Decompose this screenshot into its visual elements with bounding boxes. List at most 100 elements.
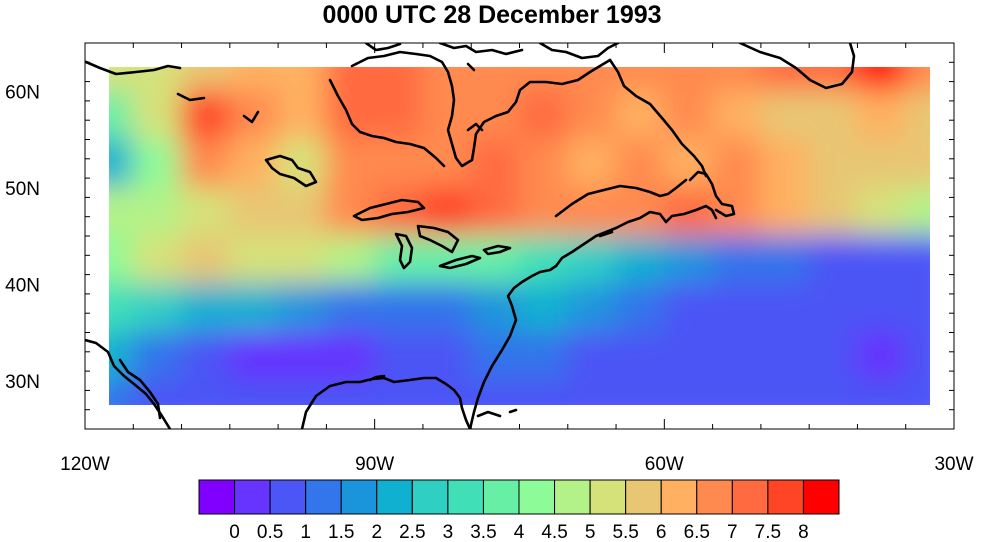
colorbar-label: 4 — [514, 522, 525, 542]
colorbar-label: 8 — [798, 522, 809, 542]
field-cell — [711, 138, 762, 189]
field-cell — [470, 235, 521, 286]
coastline-newfoundland — [688, 170, 736, 218]
lat-tick-label: 40N — [5, 275, 40, 296]
coastline-lake-winnipeg — [264, 154, 318, 188]
field-cell — [518, 283, 569, 334]
field-cell — [109, 67, 135, 93]
field-cell — [566, 283, 618, 334]
coastline-atlantic — [468, 264, 558, 429]
colorbar-label: 3.5 — [470, 522, 496, 542]
field-cell — [856, 331, 907, 382]
field-cell — [277, 186, 328, 237]
field-cell — [711, 283, 762, 334]
coastline-baja — [118, 358, 162, 420]
colorbar: 0 0.5 1 1.5 2 2.5 3 3.5 4 4.5 5 5.5 6 6.5 7 7.5 8 — [198, 479, 840, 542]
field-cell — [566, 67, 618, 93]
field-cell — [808, 283, 859, 334]
field-cell — [663, 379, 714, 405]
colorbar-label: 6 — [656, 522, 667, 542]
field-cell — [109, 283, 135, 334]
colorbar-swatch — [767, 479, 804, 515]
field-cell — [904, 235, 930, 286]
field-cell — [470, 138, 521, 189]
field-cell — [180, 138, 231, 189]
colorbar-label: 0 — [229, 522, 240, 542]
field-cell — [421, 90, 473, 141]
colorbar-swatch — [589, 479, 627, 515]
field-cell — [856, 138, 907, 189]
field-cell — [663, 235, 714, 286]
colorbar-label: 6.5 — [684, 522, 710, 542]
field-cell — [566, 379, 618, 405]
field-cell — [228, 331, 280, 382]
colorbar-label: 2 — [371, 522, 382, 542]
coastline-mississippi-delta — [368, 374, 386, 382]
field-cell — [325, 90, 376, 141]
field-cell — [228, 235, 280, 286]
field-cell — [808, 235, 859, 286]
coastline-new-england — [554, 210, 668, 268]
field-cell — [759, 331, 811, 382]
lon-tick-label: 30W — [934, 454, 973, 475]
field-cell — [228, 67, 280, 93]
field-cell — [277, 138, 328, 189]
field-cell — [904, 379, 930, 405]
coastline-island-1 — [466, 122, 484, 132]
field-cell — [663, 331, 714, 382]
field-cell — [180, 235, 231, 286]
field-cell — [615, 67, 666, 93]
field-cell — [109, 186, 135, 237]
colorbar-swatch — [234, 479, 271, 515]
coastline-bc — [85, 60, 182, 76]
field-cell — [759, 90, 811, 141]
field-cell — [325, 235, 376, 286]
field-cell — [615, 283, 666, 334]
coastline-st-lawrence — [554, 178, 688, 218]
field-cell — [228, 90, 280, 141]
field-cell — [711, 379, 762, 405]
field-cell — [228, 138, 280, 189]
field-cell — [277, 67, 328, 93]
great-lake-erie — [438, 254, 482, 270]
colorbar-swatch — [305, 479, 342, 515]
colorbar-swatch — [198, 479, 236, 515]
field-cell — [808, 186, 859, 237]
colorbar-swatch — [802, 479, 840, 515]
field-cell — [180, 379, 231, 405]
field-cell — [373, 379, 424, 405]
field-cell — [180, 331, 231, 382]
great-lake-michigan — [394, 232, 414, 270]
field-cell — [325, 331, 376, 382]
colorbar-label: 5.5 — [612, 522, 638, 542]
field-cell — [373, 331, 424, 382]
lat-tick-label: 30N — [5, 372, 40, 393]
field-cell — [325, 186, 376, 237]
colorbar-swatch — [696, 479, 733, 515]
field-cell — [228, 379, 280, 405]
field-cell — [277, 235, 328, 286]
field-cell — [132, 283, 183, 334]
coastline-gulf — [300, 376, 472, 429]
colorbar-swatch — [554, 479, 591, 515]
coastline-baffin — [364, 43, 402, 52]
field-cell — [904, 331, 930, 382]
field-cell — [180, 283, 231, 334]
field-cell — [856, 379, 907, 405]
field-cell — [711, 90, 762, 141]
colorbar-label: 3 — [443, 522, 454, 542]
colorbar-swatch — [340, 479, 378, 515]
field-cell — [132, 186, 183, 237]
coastline-labrador — [608, 58, 708, 178]
colorbar-label: 1 — [300, 522, 311, 542]
field-cell — [470, 379, 521, 405]
great-lake-superior — [352, 198, 426, 222]
field-cell — [904, 67, 930, 93]
field-cell — [228, 186, 280, 237]
coastline-lake-athabasca — [242, 110, 260, 124]
field-cell — [856, 186, 907, 237]
field-cell — [566, 186, 618, 237]
colorbar-swatch — [482, 479, 520, 515]
field-cell — [904, 90, 930, 141]
coastline-newfoundland-south — [598, 230, 614, 238]
